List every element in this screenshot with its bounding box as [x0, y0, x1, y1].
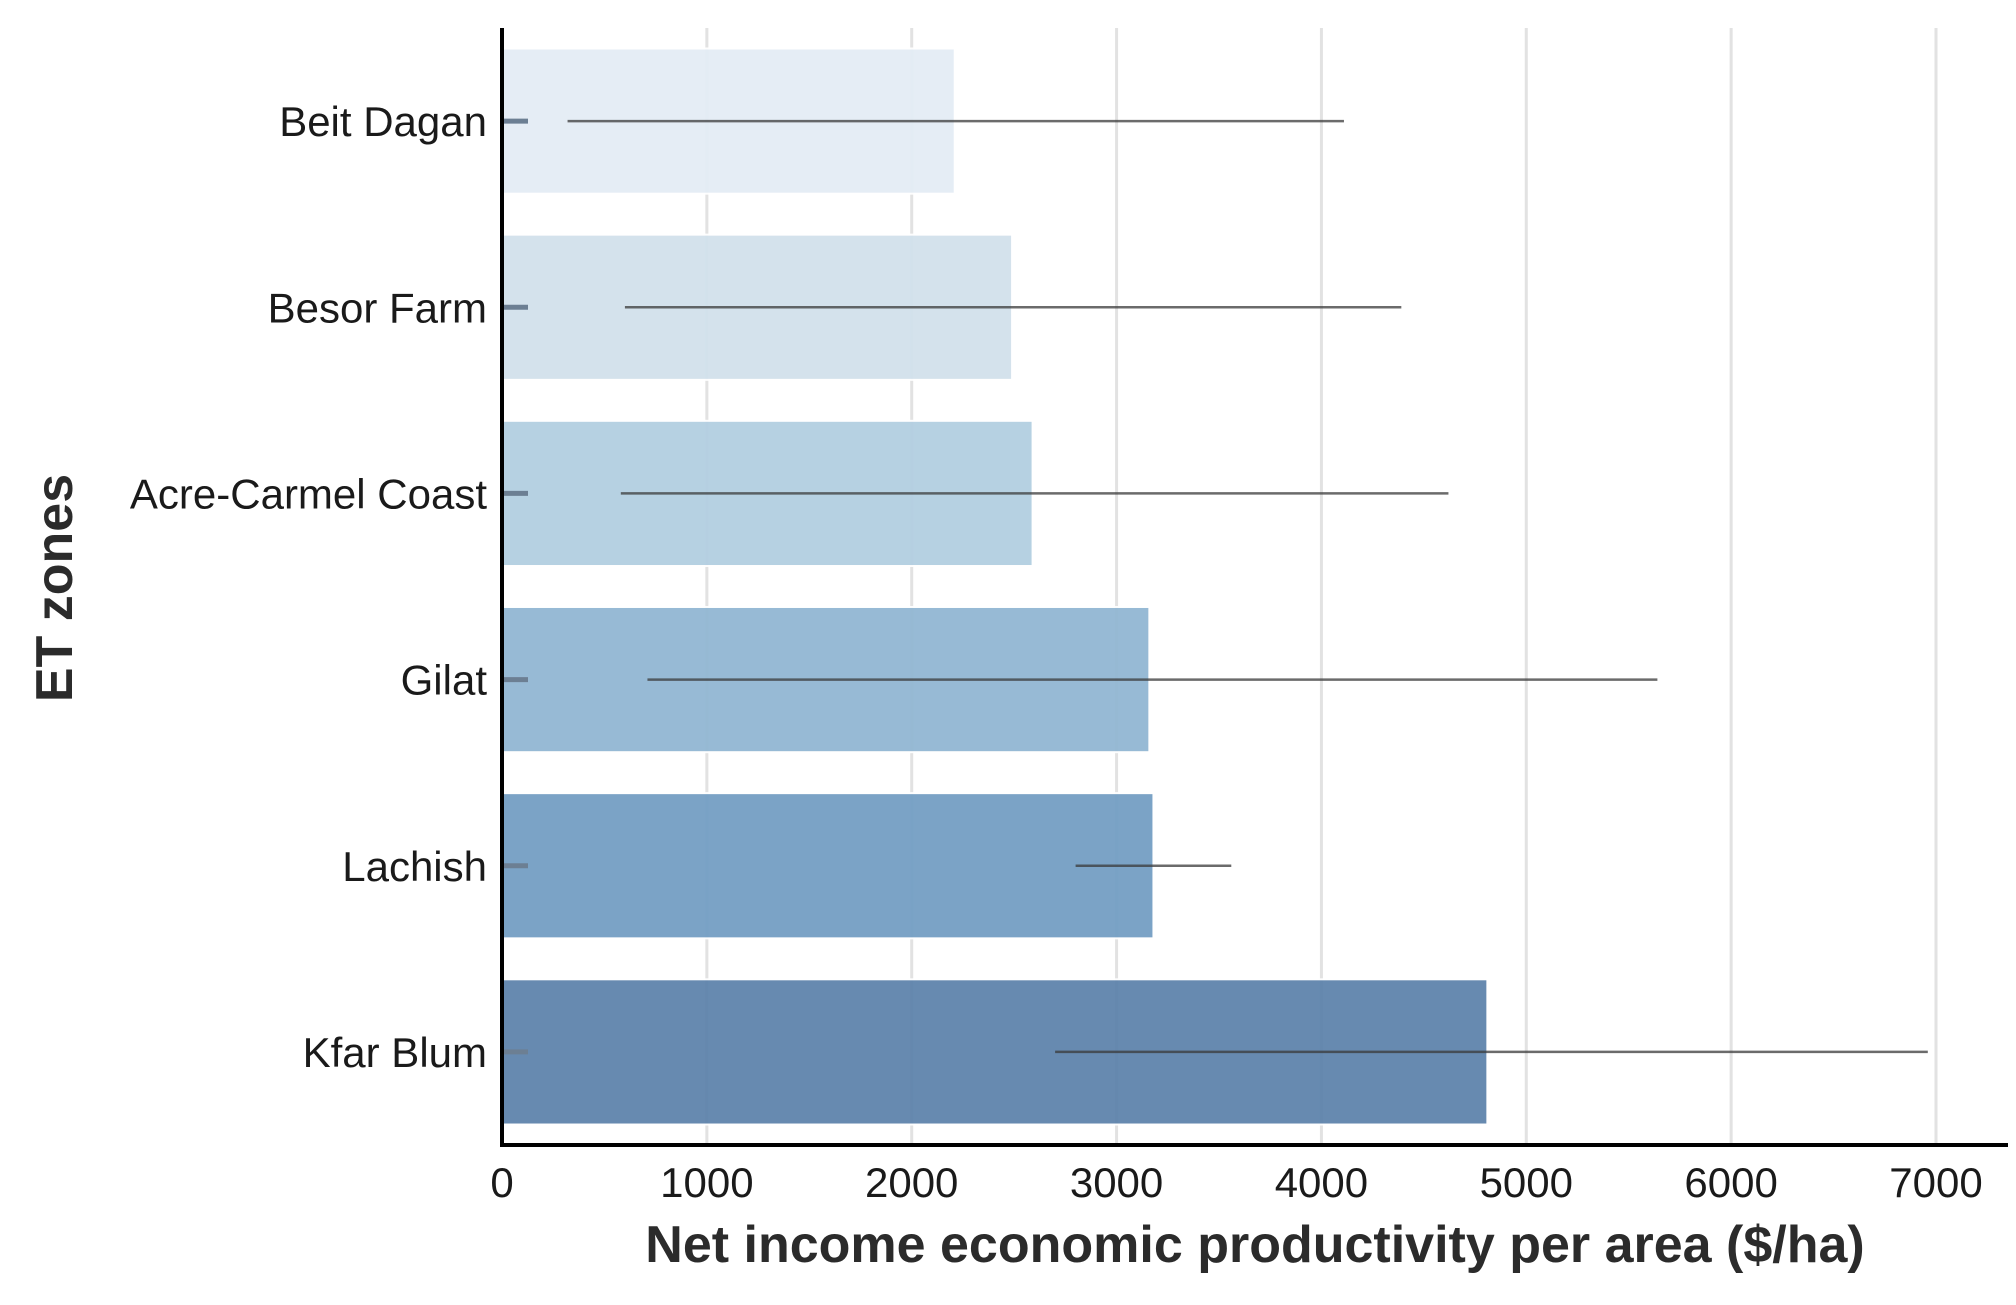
y-axis-title: ET zones — [26, 474, 84, 702]
y-tick-label: Kfar Blum — [303, 1029, 487, 1076]
x-tick-label: 0 — [490, 1159, 513, 1206]
y-tick-label: Lachish — [342, 843, 487, 890]
x-tick-label: 1000 — [660, 1159, 753, 1206]
x-tick-label: 4000 — [1275, 1159, 1368, 1206]
tick-labels: Beit Dagan Besor Farm Acre-Carmel Coast Gil… — [130, 98, 1983, 1206]
y-tick-label: Besor Farm — [268, 284, 487, 331]
error-bars — [567, 119, 1928, 1054]
y-tick-label: Gilat — [401, 657, 488, 704]
grid-lines — [705, 28, 1938, 1145]
y-tick-label: Acre-Carmel Coast — [130, 470, 487, 517]
bar-lachish — [501, 792, 1155, 940]
axes — [500, 28, 2008, 1147]
y-tick-label: Beit Dagan — [279, 98, 487, 145]
x-tick-label: 6000 — [1684, 1159, 1777, 1206]
x-tick-label: 2000 — [865, 1159, 958, 1206]
x-tick-label: 3000 — [1070, 1159, 1163, 1206]
x-axis-title: Net income economic productivity per are… — [645, 1216, 1864, 1274]
x-tick-label: 5000 — [1480, 1159, 1573, 1206]
x-tick-label: 7000 — [1889, 1159, 1982, 1206]
bars — [501, 47, 1489, 1126]
